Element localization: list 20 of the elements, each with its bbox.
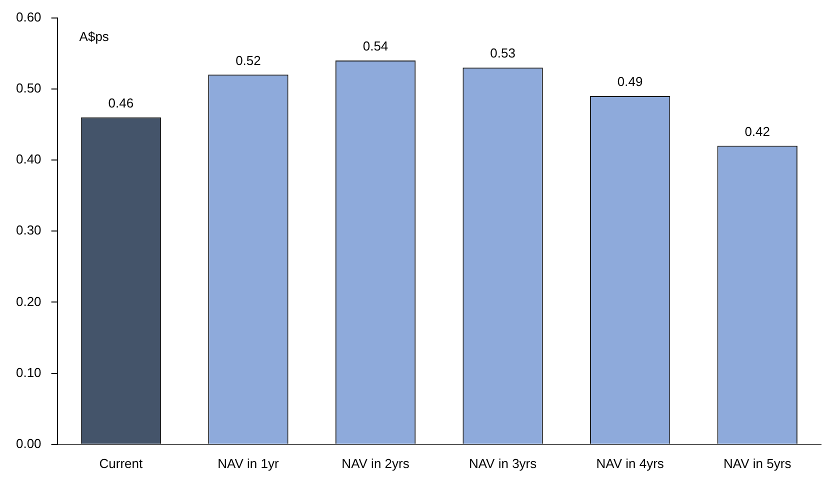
- y-tick-label: 0.10: [16, 364, 42, 380]
- x-tick-label: NAV in 4yrs: [596, 456, 664, 471]
- y-tick-label: 0.50: [16, 80, 42, 96]
- x-tick-label: Current: [99, 456, 143, 471]
- y-tick-label: 0.40: [16, 152, 42, 167]
- x-tick-label: NAV in 3yrs: [468, 456, 538, 471]
- y-tick-label: 0.20: [16, 294, 42, 309]
- data-label: 0.52: [236, 52, 261, 68]
- x-tick-label: NAV in 1yr: [218, 456, 280, 471]
- data-label: 0.54: [362, 38, 388, 54]
- data-label: 0.53: [490, 46, 516, 61]
- y-tick-label: 0.30: [16, 222, 42, 238]
- y-axis-title: A$ps: [79, 28, 110, 44]
- data-label: 0.42: [744, 124, 770, 139]
- data-label: 0.46: [108, 95, 134, 110]
- data-label: 0.49: [617, 74, 643, 90]
- x-tick-label: NAV in 2yrs: [342, 456, 410, 471]
- y-tick-label: 0.00: [16, 436, 42, 451]
- x-tick-label: NAV in 5yrs: [724, 456, 792, 471]
- y-tick-label: 0.60: [16, 9, 42, 24]
